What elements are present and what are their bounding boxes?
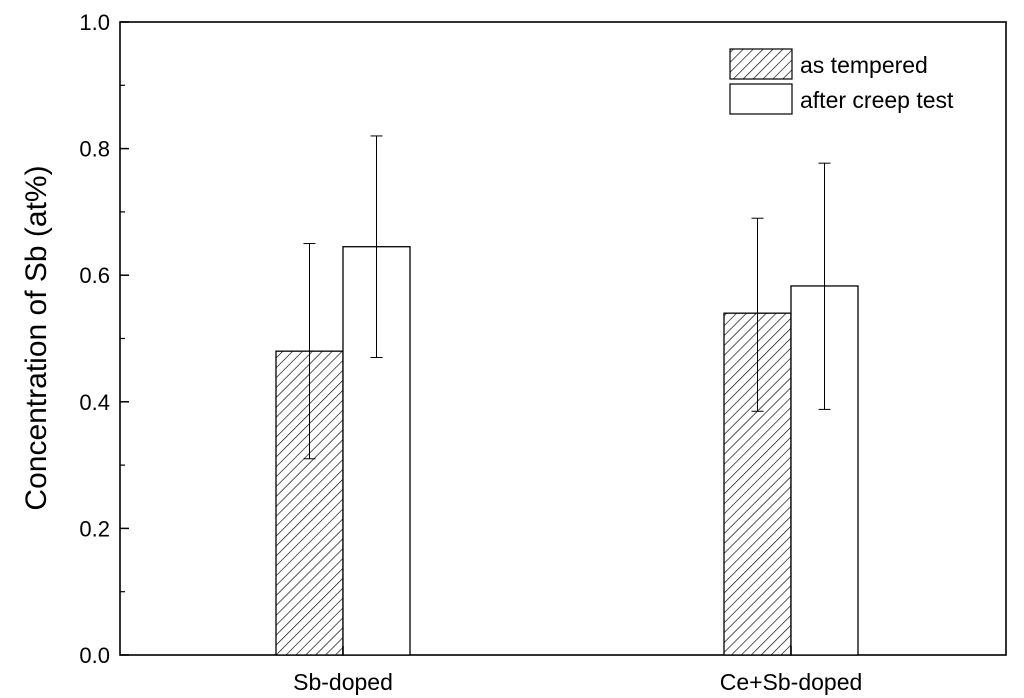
- y-axis: 0.0 0.2 0.4 0.6 0.8 1.0: [79, 10, 129, 668]
- legend-swatch-as-tempered: [729, 48, 793, 80]
- legend: as tempered after creep test: [729, 48, 954, 115]
- y-tick-label: 0.8: [79, 137, 110, 162]
- x-axis: Sb-doped Ce+Sb-doped: [293, 646, 862, 695]
- x-tick-label: Ce+Sb-doped: [720, 669, 863, 695]
- y-tick-label: 0.6: [79, 263, 110, 288]
- legend-swatch-after-creep-test: [729, 83, 793, 115]
- error-bars-group: [303, 135, 831, 460]
- x-tick-label: Sb-doped: [293, 669, 393, 695]
- y-tick-label: 0.0: [79, 643, 110, 668]
- y-axis-title: Concentration of Sb (at%): [20, 165, 53, 510]
- plot-frame: [119, 21, 1007, 656]
- legend-label-after-creep-test: after creep test: [800, 87, 954, 113]
- legend-label-as-tempered: as tempered: [800, 52, 928, 78]
- y-tick-label: 1.0: [79, 10, 110, 35]
- y-tick-label: 0.4: [79, 390, 110, 415]
- y-tick-label: 0.2: [79, 516, 110, 541]
- bars-group: [275, 246, 859, 656]
